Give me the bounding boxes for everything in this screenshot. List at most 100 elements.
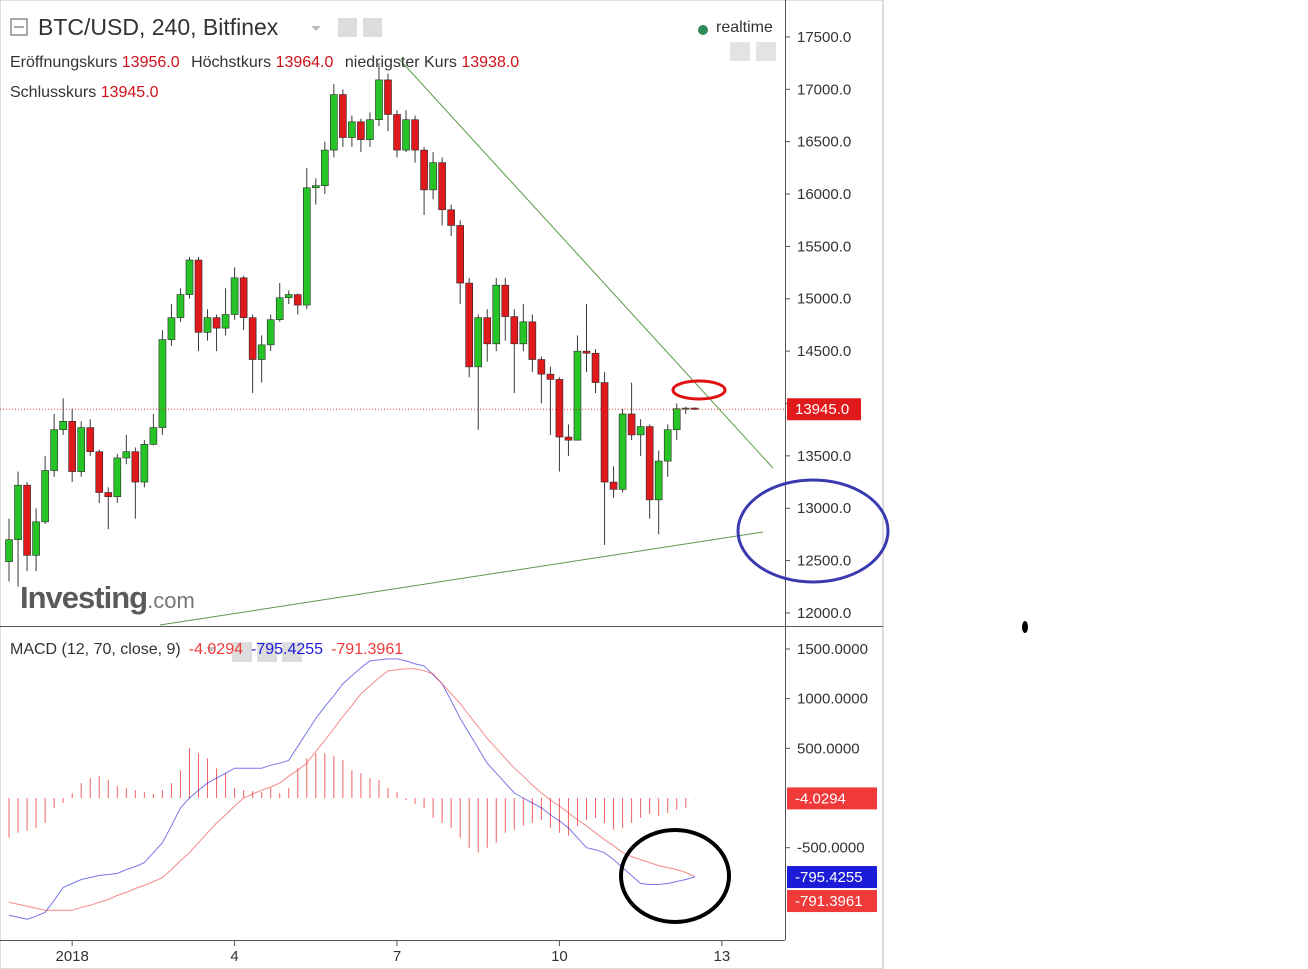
highlight-ellipse xyxy=(671,379,727,401)
dropdown-icon[interactable] xyxy=(311,26,321,31)
ohlc-legend: Eröffnungskurs 13956.0 Höchstkurs 13964.… xyxy=(10,48,600,108)
settings-icon[interactable] xyxy=(363,18,382,37)
candle-body xyxy=(14,484,22,540)
candle-body xyxy=(366,119,374,140)
candle-body xyxy=(375,79,383,121)
price-tag-label: 13945.0 xyxy=(795,401,849,418)
legend-value: 13964.0 xyxy=(275,54,334,71)
candle-body xyxy=(465,282,473,368)
y-tick-label: 13500.0 xyxy=(797,448,851,465)
candle-body xyxy=(41,470,49,523)
dot xyxy=(1022,621,1028,633)
candle-body xyxy=(284,294,293,299)
trend-line xyxy=(399,59,774,469)
candle-body xyxy=(528,321,537,360)
x-tick-label: 10 xyxy=(551,948,568,965)
candle-body xyxy=(510,316,519,345)
y-tick-label: 1000.0000 xyxy=(797,691,868,708)
close-icon[interactable] xyxy=(282,642,302,662)
macd-line xyxy=(8,668,696,911)
watermark-text: Investing xyxy=(20,580,148,615)
candle-body xyxy=(230,277,239,315)
x-tick-label: 7 xyxy=(393,948,401,965)
candle-body xyxy=(140,444,149,483)
candle-body xyxy=(546,373,555,380)
candle-body xyxy=(402,119,410,151)
watermark: Investing.com xyxy=(20,580,195,616)
price-tag xyxy=(787,787,877,810)
frame xyxy=(0,0,884,969)
candle-body xyxy=(627,413,636,436)
candle-body xyxy=(312,185,320,189)
x-tick-label: 2018 xyxy=(55,948,88,965)
macd-line xyxy=(8,658,695,920)
settings-icon[interactable] xyxy=(257,642,277,662)
scroll-button[interactable] xyxy=(756,42,776,61)
trend-line xyxy=(159,531,764,626)
candle-body xyxy=(537,359,546,375)
candle-body xyxy=(203,317,212,333)
candle-body xyxy=(5,539,13,562)
eye-icon[interactable] xyxy=(232,642,252,662)
candle-body xyxy=(456,225,464,284)
y-tick-label: 500.0000 xyxy=(797,740,860,757)
candle-body xyxy=(555,379,564,438)
y-tick-label: 16000.0 xyxy=(797,186,851,203)
candle-body xyxy=(59,421,67,430)
candle-body xyxy=(185,259,194,295)
candle-body xyxy=(86,427,95,452)
candle-body xyxy=(483,317,492,345)
y-tick-label: 14500.0 xyxy=(797,343,851,360)
dropdown-icon[interactable] xyxy=(206,647,216,652)
legend-value: -4.0294 xyxy=(188,641,243,658)
candle-body xyxy=(609,481,618,490)
candle-body xyxy=(293,294,302,306)
price-tag-label: -795.4255 xyxy=(795,869,863,886)
legend-value: -795.4255 xyxy=(251,641,324,658)
candle-body xyxy=(257,344,266,360)
price-tag xyxy=(787,866,877,889)
candle-body xyxy=(357,121,365,140)
highlight-ellipse xyxy=(619,828,731,924)
candle-body xyxy=(573,350,582,441)
candle-body xyxy=(663,429,672,462)
candle-body xyxy=(636,426,645,436)
watermark-text: .com xyxy=(147,588,195,613)
candle-body xyxy=(330,94,338,151)
candle-body xyxy=(690,407,699,410)
candle-body xyxy=(321,149,329,186)
candle-body xyxy=(654,460,663,501)
candle-body xyxy=(32,521,40,556)
candle-body xyxy=(519,321,528,345)
candle-body xyxy=(348,121,356,138)
y-tick-label: 1500.0000 xyxy=(797,641,868,658)
candle-body xyxy=(77,427,86,472)
collapse-icon[interactable] xyxy=(10,18,28,36)
legend-label: Höchstkurs xyxy=(191,54,272,71)
y-tick-label: 13000.0 xyxy=(797,500,851,517)
scroll-button[interactable] xyxy=(730,42,750,61)
macd-title: MACD (12, 70, close, 9) xyxy=(10,641,181,658)
y-tick-label: 15000.0 xyxy=(797,291,851,308)
realtime-dot xyxy=(698,25,708,35)
candle-body xyxy=(95,451,104,493)
y-tick-label: 15500.0 xyxy=(797,238,851,255)
candle-body xyxy=(438,162,446,211)
candle-body xyxy=(176,294,185,318)
price-tag xyxy=(787,398,861,421)
y-tick-label: -500.0000 xyxy=(797,840,865,857)
candle-body xyxy=(50,429,58,471)
candle-body xyxy=(492,284,501,345)
legend-value: -791.3961 xyxy=(331,641,404,658)
candle-body xyxy=(681,407,690,410)
candle-body xyxy=(131,451,140,483)
y-tick-label: 17500.0 xyxy=(797,29,851,46)
candle-body xyxy=(474,317,483,368)
eye-icon[interactable] xyxy=(338,18,357,37)
legend-label: Schlusskurs xyxy=(10,84,97,101)
candle-body xyxy=(68,421,76,472)
legend-value: 13945.0 xyxy=(100,84,159,101)
candle-body xyxy=(104,492,113,498)
y-tick-label: 12500.0 xyxy=(797,553,851,570)
